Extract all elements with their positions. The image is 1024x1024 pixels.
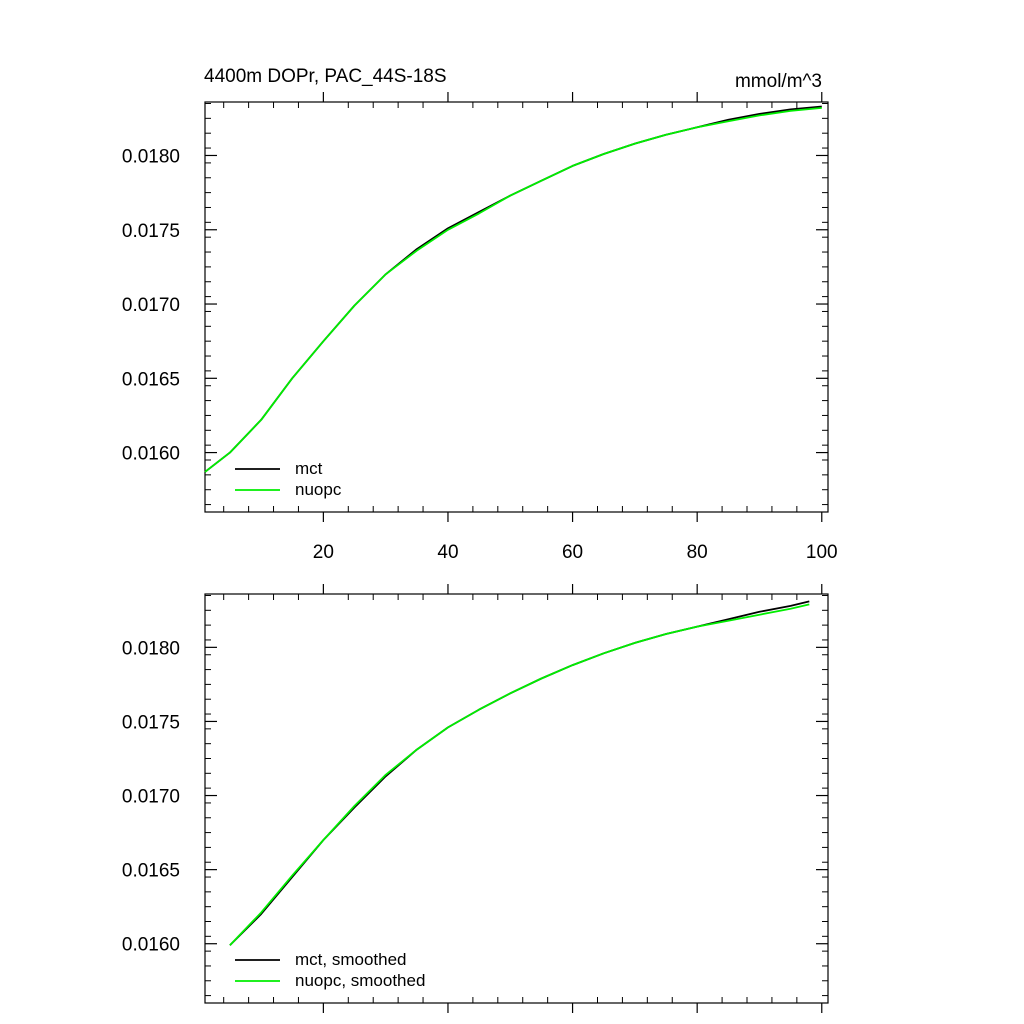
- x-tick-label: 40: [437, 542, 458, 563]
- y-tick-label: 0.0160: [122, 444, 180, 465]
- y-tick-label: 0.0170: [122, 295, 180, 316]
- chart-title: 4400m DOPr, PAC_44S-18S: [204, 66, 447, 87]
- y-tick-label: 0.0175: [122, 712, 180, 733]
- series-line-nuopc: [204, 107, 822, 473]
- plot-frame-1: [204, 101, 829, 513]
- legend-label: mct, smoothed: [295, 950, 407, 969]
- plot-frame-2: [204, 593, 829, 1004]
- y-tick-label: 0.0160: [122, 935, 180, 956]
- x-tick-label: 60: [562, 542, 583, 563]
- panel-1: 20 40 60 80 100 0.0160 0.0165 0.0170 0.0175 0.018…: [122, 92, 838, 563]
- series-line-nuopc-smoothed: [229, 603, 810, 946]
- y-tick-label: 0.0170: [122, 787, 180, 808]
- y-tick-label: 0.0165: [122, 369, 180, 390]
- series-line-mct-smoothed: [229, 600, 810, 946]
- panel-2: 0.0160 0.0165 0.0170 0.0175 0.0180 mct, smoot…: [122, 584, 829, 1013]
- y-tick-label: 0.0165: [122, 861, 180, 882]
- series-line-mct: [204, 105, 822, 473]
- legend-label: mct: [295, 459, 323, 478]
- x-tick-label: 100: [806, 542, 838, 563]
- x-tick-label: 20: [313, 542, 334, 563]
- chart-panels: 20 40 60 80 100 0.0160 0.0165 0.0170 0.0175 0.018…: [122, 92, 838, 1013]
- y-tick-label: 0.0175: [122, 221, 180, 242]
- y-tick-label: 0.0180: [122, 146, 180, 167]
- units-label: mmol/m^3: [735, 71, 822, 92]
- legend-label: nuopc, smoothed: [295, 971, 425, 990]
- y-tick-label: 0.0180: [122, 638, 180, 659]
- legend-label: nuopc: [295, 480, 342, 499]
- x-tick-label: 80: [687, 542, 708, 563]
